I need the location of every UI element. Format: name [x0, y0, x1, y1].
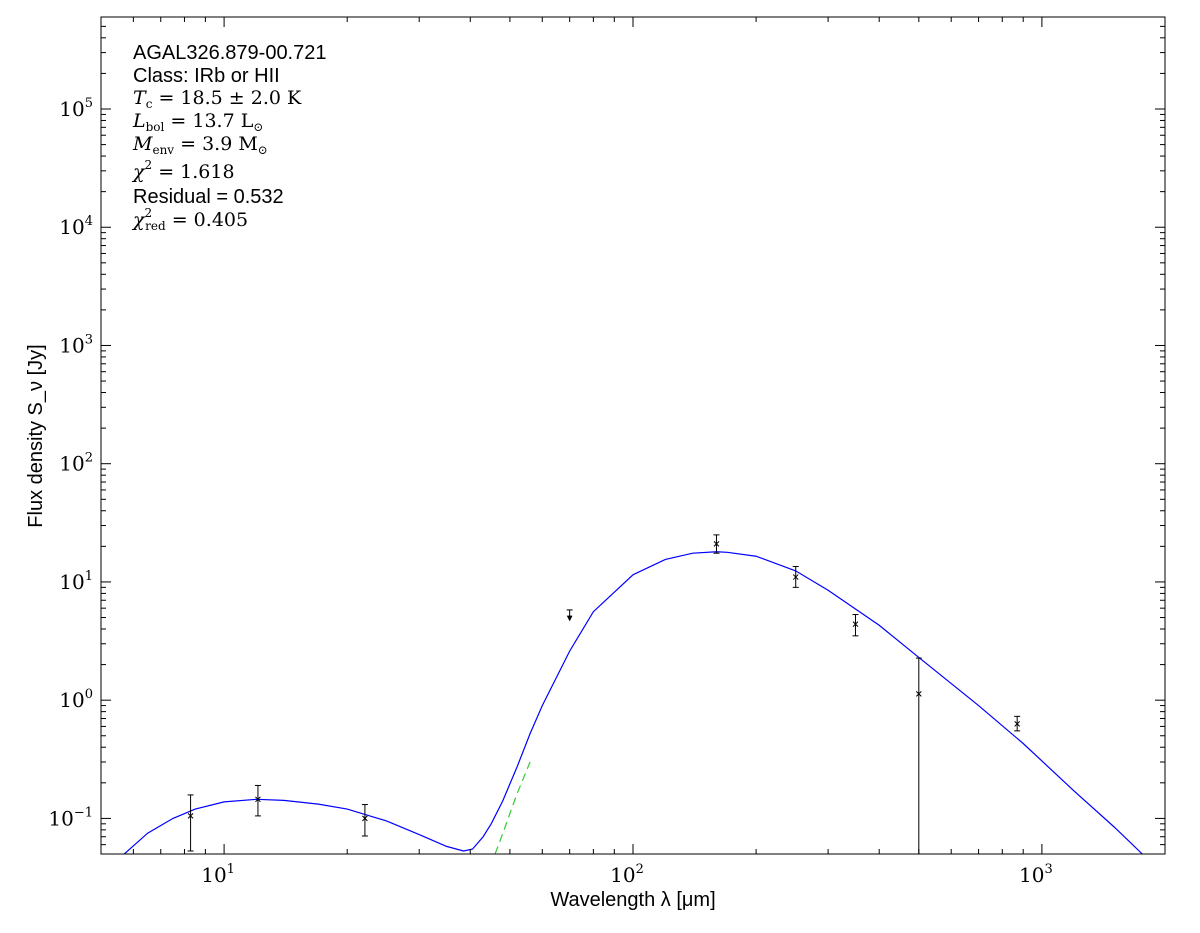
- point-marker: [255, 796, 261, 803]
- point-marker: [792, 574, 799, 580]
- point-marker: [852, 621, 859, 627]
- y-tick-label: 100: [59, 687, 93, 712]
- reduced-chi-squared-label: χ2 red = 0.405: [131, 206, 248, 233]
- ticks-layer: 101 102 103 10−1 100 101 102 103 104 105: [48, 16, 1166, 887]
- errorbar-layer: [187, 534, 1021, 854]
- data-point: [852, 614, 859, 637]
- data-point: [361, 804, 368, 837]
- y-tick-label: 105: [59, 96, 93, 121]
- class-label: Class: IRb or HII: [133, 65, 280, 87]
- plot-frame: [100, 16, 1166, 855]
- chi-squared-label: χ2 = 1.618: [131, 158, 235, 183]
- data-point: [915, 657, 922, 854]
- x-tick-label: 101: [201, 862, 235, 887]
- data-point: [1014, 715, 1021, 732]
- y-tick-label: 104: [59, 214, 93, 239]
- x-tick-label: 102: [610, 862, 644, 887]
- x-axis-label: Wavelength λ [μm]: [550, 889, 715, 911]
- luminosity-label: Lbol = 13.7 L⊙: [132, 110, 263, 134]
- model-fit-line: [123, 551, 1143, 854]
- source-name: AGAL326.879-00.721: [133, 42, 327, 64]
- residual-label: Residual = 0.532: [133, 186, 284, 208]
- point-marker: [187, 813, 194, 819]
- y-tick-label: 102: [59, 451, 93, 476]
- point-marker: [915, 691, 922, 697]
- data-point: [187, 794, 194, 852]
- y-axis-label: Flux density S_ν [Jy]: [25, 344, 47, 527]
- point-marker: [1014, 721, 1021, 727]
- data-point: [792, 566, 799, 588]
- series-layer: [123, 551, 1143, 854]
- upper-limit-point: [566, 609, 573, 622]
- point-marker: [713, 540, 720, 547]
- model-dashed-line: [494, 761, 531, 854]
- x-tick-label: 103: [1019, 862, 1053, 887]
- upper-limit-arrow: [566, 615, 573, 622]
- envelope-mass-label: Menv = 3.9 M⊙: [132, 133, 268, 157]
- temperature-label: Tc = 18.5 ± 2.0 K: [133, 87, 302, 111]
- y-tick-label: 101: [59, 569, 93, 594]
- y-tick-label: 10−1: [48, 805, 93, 830]
- data-point: [254, 784, 261, 817]
- point-marker: [362, 815, 368, 822]
- data-point: [713, 534, 720, 554]
- y-tick-label: 103: [59, 332, 93, 357]
- annotation-block: AGAL326.879-00.721 Class: IRb or HII Tc …: [131, 42, 327, 233]
